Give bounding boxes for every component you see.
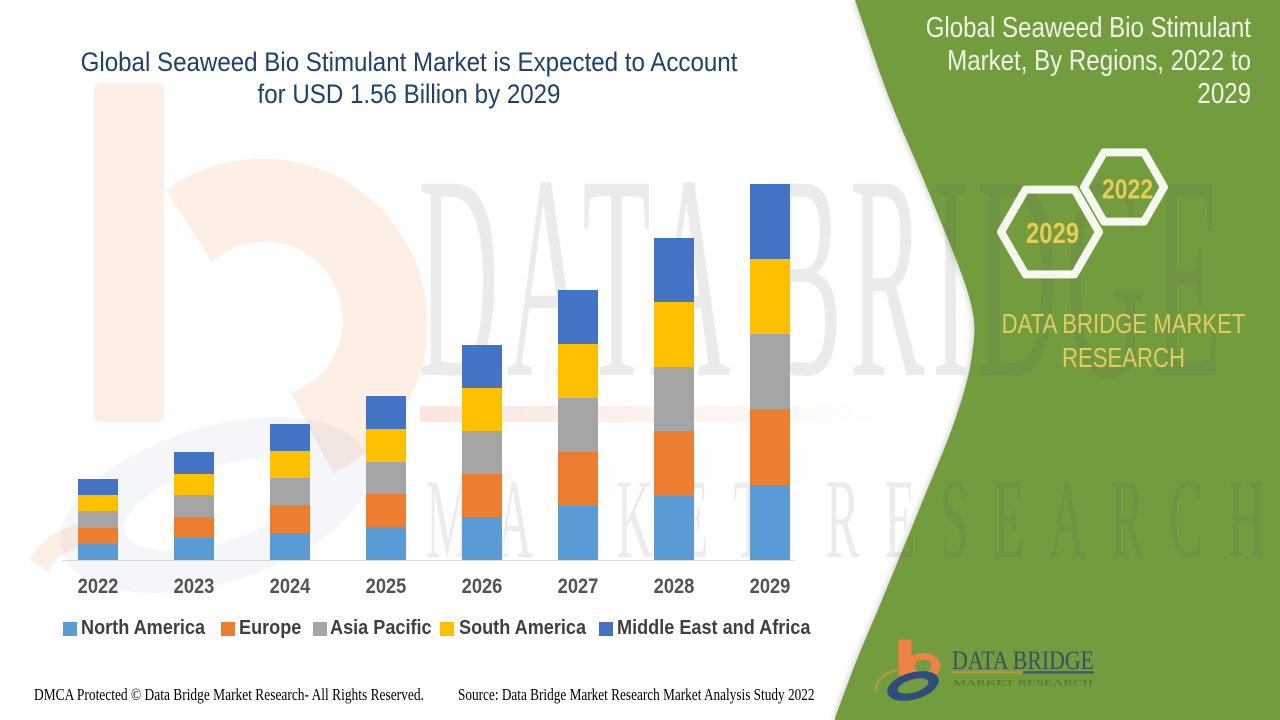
svg-text:DATA BRIDGE: DATA BRIDGE (952, 646, 1094, 675)
svg-text:2029: 2029 (1026, 218, 1079, 250)
svg-text:MARKET RESEARCH: MARKET RESEARCH (953, 678, 1093, 688)
svg-text:2022: 2022 (1102, 174, 1153, 205)
svg-text:DATA BRIDGE: DATA BRIDGE (418, 115, 1230, 439)
